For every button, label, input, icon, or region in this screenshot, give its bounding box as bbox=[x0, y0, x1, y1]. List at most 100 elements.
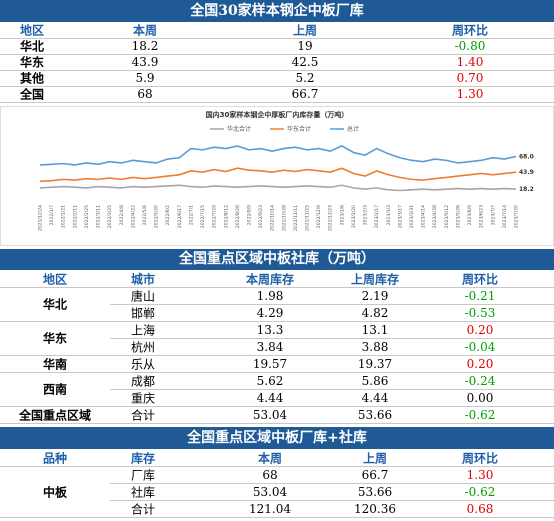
x-tick-label: 2022/4/8 bbox=[119, 205, 125, 225]
x-tick-label: 2022/1/21 bbox=[61, 205, 67, 228]
cell: 121.04 bbox=[249, 501, 291, 516]
cell: 4.29 bbox=[256, 305, 284, 320]
x-tick-label: 2022/2/11 bbox=[72, 205, 78, 228]
cell: 53.04 bbox=[252, 484, 288, 499]
cell: -0.80 bbox=[454, 39, 486, 53]
column-header: 品种 bbox=[42, 451, 68, 465]
column-header: 城市 bbox=[130, 272, 156, 286]
x-tick-label: 2022/12/23 bbox=[328, 205, 334, 231]
x-tick-label: 2022/11/25 bbox=[305, 205, 311, 231]
cell: 全国 bbox=[19, 87, 45, 102]
x-tick-label: 2022/2/25 bbox=[84, 205, 90, 228]
series-line bbox=[39, 184, 517, 192]
region-cell: 全国重点区域 bbox=[18, 408, 92, 422]
x-tick-label: 2022/10/14 bbox=[270, 205, 276, 231]
x-tick-label: 2021/12/24 bbox=[38, 205, 44, 231]
cell: 5.9 bbox=[135, 71, 155, 85]
row-line bbox=[0, 372, 554, 373]
x-tick-label: 2022/11/11 bbox=[293, 205, 299, 231]
legend-label: 总计 bbox=[347, 125, 359, 133]
x-tick-label: 2022/5/6 bbox=[142, 205, 148, 225]
x-tick-label: 2022/4/22 bbox=[130, 205, 136, 228]
row-line bbox=[0, 102, 554, 103]
row-line bbox=[0, 321, 554, 322]
cell: 乐从 bbox=[130, 357, 156, 371]
row-line bbox=[110, 483, 554, 484]
series-line bbox=[39, 167, 517, 183]
x-tick-label: 2022/8/26 bbox=[235, 205, 241, 228]
column-header: 本周 bbox=[257, 451, 283, 465]
x-tick-label: 2023/7/20 bbox=[514, 205, 520, 228]
x-tick-label: 2023/3/17 bbox=[397, 205, 403, 228]
cell: 1.30 bbox=[466, 467, 494, 482]
column-header: 本周库存 bbox=[245, 272, 295, 286]
cell: 其他 bbox=[19, 71, 45, 86]
cell: 上海 bbox=[130, 323, 156, 337]
cell: -0.21 bbox=[464, 288, 496, 303]
column-header: 本周 bbox=[132, 23, 158, 38]
region-cell: 华南 bbox=[42, 357, 68, 371]
cell: -0.24 bbox=[464, 373, 496, 388]
row-line bbox=[0, 406, 554, 407]
cell: 19.37 bbox=[357, 356, 393, 371]
x-tick-label: 2023/3/31 bbox=[409, 205, 415, 228]
row-line bbox=[0, 54, 554, 55]
cell: 18.2 bbox=[131, 39, 159, 53]
x-tick-label: 2022/5/20 bbox=[154, 205, 160, 228]
cell: 53.66 bbox=[357, 407, 393, 422]
cell: 68 bbox=[262, 467, 278, 482]
x-tick-label: 2023/2/17 bbox=[374, 205, 380, 228]
cell: 42.5 bbox=[291, 55, 319, 69]
row-line bbox=[0, 86, 554, 87]
x-tick-label: 2022/6/2 bbox=[165, 205, 171, 225]
cell: 0.20 bbox=[466, 356, 494, 371]
row-line bbox=[0, 70, 554, 71]
cell: 3.84 bbox=[256, 339, 284, 354]
column-header: 上周 bbox=[362, 451, 388, 465]
row-line bbox=[0, 355, 554, 356]
x-tick-label: 2023/7/14 bbox=[502, 205, 508, 228]
x-tick-label: 2023/5/26 bbox=[455, 205, 461, 228]
x-tick-label: 2022/8/12 bbox=[223, 205, 229, 228]
x-tick-label: 2023/4/14 bbox=[421, 205, 427, 228]
cell: 1.98 bbox=[256, 288, 284, 303]
column-header: 周环比 bbox=[461, 272, 499, 286]
cell: 合计 bbox=[130, 408, 156, 422]
x-tick-label: 2022/9/23 bbox=[258, 205, 264, 228]
cell: 4.44 bbox=[256, 390, 284, 405]
cell: 0.70 bbox=[456, 71, 484, 85]
column-header: 地区 bbox=[42, 272, 68, 286]
series-line bbox=[39, 145, 517, 166]
section-header: 全国重点区域中板厂库+社库 bbox=[0, 427, 554, 449]
cell: 53.66 bbox=[357, 484, 393, 499]
cell: 合计 bbox=[130, 502, 156, 516]
cell: 5.86 bbox=[361, 373, 389, 388]
chart: 国内30家样本钢企中厚板厂内库存量（万吨） 2021/12/24 2022/1/7… bbox=[0, 106, 554, 246]
legend-label: 华北合计 bbox=[227, 125, 251, 133]
cell: 13.1 bbox=[361, 322, 389, 337]
column-header: 上周 bbox=[292, 23, 318, 38]
section-header: 全国30家样本钢企中板厂库 bbox=[0, 0, 554, 22]
x-tick-label: 2023/4/28 bbox=[432, 205, 438, 228]
x-tick-label: 2023/7/7 bbox=[490, 205, 496, 225]
end-label: 43.9 bbox=[519, 169, 534, 176]
cell: 唐山 bbox=[130, 289, 156, 303]
region-cell: 西南 bbox=[42, 382, 68, 397]
cell: 2.19 bbox=[361, 288, 389, 303]
row-line bbox=[0, 38, 554, 39]
x-tick-label: 2022/7/15 bbox=[200, 205, 206, 228]
x-tick-label: 2022/10/28 bbox=[281, 205, 287, 231]
cell: 68 bbox=[137, 87, 153, 101]
row-line bbox=[110, 389, 554, 390]
column-header: 周环比 bbox=[461, 451, 499, 465]
cell: -0.53 bbox=[464, 305, 496, 320]
x-tick-label: 2022/12/9 bbox=[316, 205, 322, 228]
cell: 1.30 bbox=[456, 87, 484, 101]
x-tick-label: 2022/1/7 bbox=[49, 205, 55, 225]
cell: 3.88 bbox=[361, 339, 389, 354]
cell: 4.82 bbox=[361, 305, 389, 320]
cell: 19.57 bbox=[252, 356, 288, 371]
cell: 杭州 bbox=[130, 340, 156, 354]
cell: 43.9 bbox=[131, 55, 159, 69]
cell: -0.62 bbox=[464, 407, 496, 422]
